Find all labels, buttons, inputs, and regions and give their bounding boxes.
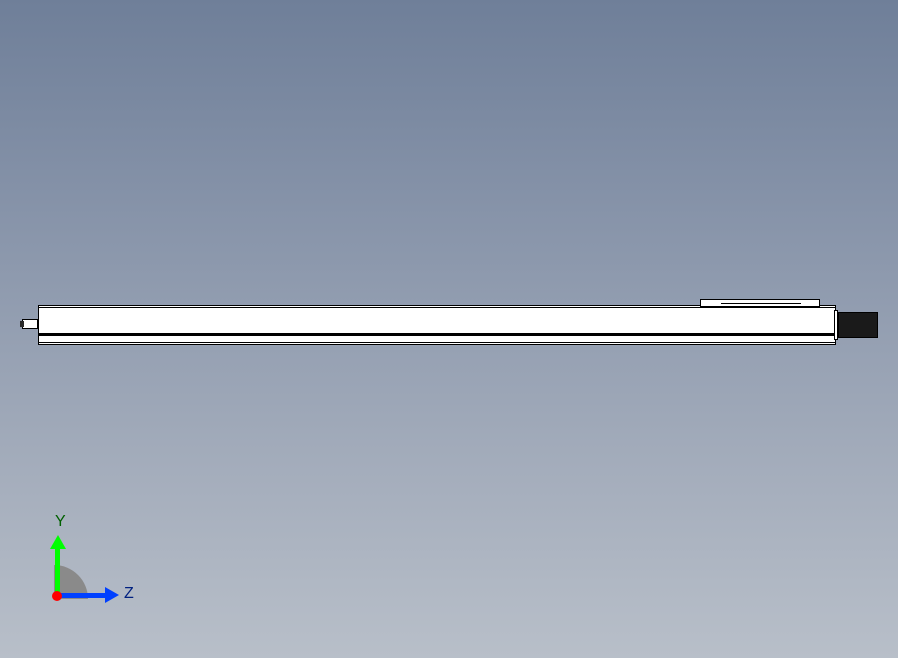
orientation-triad[interactable]: Y Z — [40, 523, 130, 613]
carriage-bracket — [700, 299, 820, 307]
z-axis-arrowhead — [105, 587, 119, 603]
rail-top-edge-line — [38, 307, 836, 308]
end-cap-nub — [20, 321, 24, 327]
x-axis-origin-dot — [52, 591, 62, 601]
main-rail-body — [38, 305, 836, 345]
y-axis-arrowhead — [50, 535, 66, 549]
rail-bottom-edge-line — [38, 342, 836, 343]
y-axis-shaft — [55, 547, 60, 597]
rail-groove-line — [38, 333, 836, 336]
end-cap-connector — [22, 319, 38, 329]
z-axis-shaft — [57, 593, 107, 598]
y-axis-label: Y — [55, 513, 66, 531]
z-axis-label: Z — [124, 585, 134, 603]
motor-block — [838, 312, 878, 338]
cad-viewport[interactable]: Y Z — [0, 0, 898, 658]
cad-model[interactable] — [20, 305, 878, 355]
